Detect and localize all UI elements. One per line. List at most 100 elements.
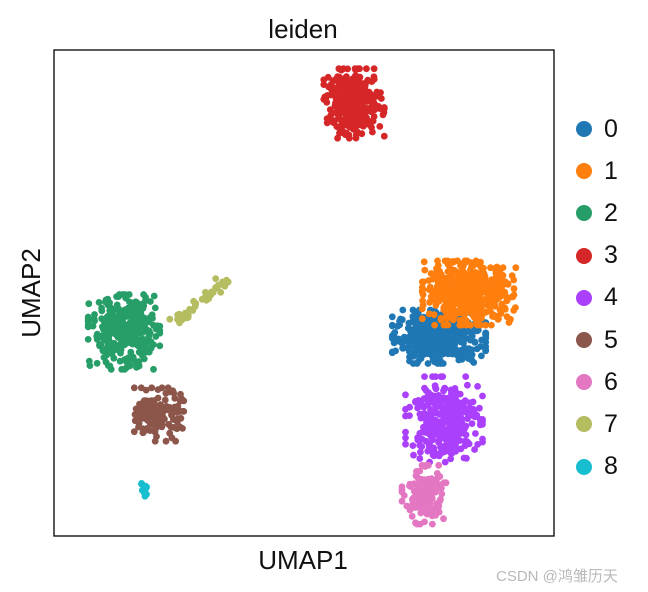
cluster-4-point (421, 414, 428, 422)
cluster-1-point (491, 302, 499, 310)
cluster-6-point (418, 486, 426, 494)
cluster-0-point (437, 338, 445, 346)
legend-marker (576, 332, 592, 349)
legend-item-7: 7 (576, 403, 618, 445)
cluster-7-point (207, 289, 215, 297)
cluster-3-point (342, 107, 350, 115)
cluster-4-point (402, 440, 409, 448)
cluster-4-point (428, 394, 436, 401)
cluster-1-point (488, 321, 495, 329)
legend-label: 5 (604, 325, 618, 354)
cluster-4-point (463, 438, 470, 445)
cluster-0-point (439, 360, 447, 367)
legend-item-8: 8 (576, 446, 618, 488)
cluster-4-point (466, 404, 474, 412)
cluster-1-point (482, 321, 490, 329)
cluster-4-point (471, 446, 478, 453)
cluster-3-point (345, 134, 353, 142)
cluster-2-point (115, 346, 123, 354)
cluster-2-point (84, 315, 92, 323)
cluster-1-point (474, 316, 482, 324)
cluster-2-point (151, 304, 159, 312)
cluster-4-point (406, 403, 413, 411)
cluster-1-point (462, 308, 470, 315)
cluster-0-point (388, 313, 396, 321)
cluster-0-point (409, 306, 417, 314)
cluster-1-point (473, 285, 481, 293)
cluster-2-point (131, 306, 139, 314)
cluster-2-point (98, 333, 106, 341)
legend-marker (576, 458, 592, 475)
cluster-3-point (357, 88, 364, 96)
cluster-0-point (409, 343, 417, 350)
cluster-3-point (363, 91, 371, 99)
legend-marker (576, 205, 592, 222)
cluster-1-point (489, 277, 497, 285)
cluster-1-point (475, 310, 483, 318)
cluster-1-point (472, 257, 480, 265)
cluster-0-point (419, 346, 427, 354)
cluster-1-point (418, 287, 426, 295)
cluster-1-point (498, 272, 506, 280)
cluster-6-point (425, 492, 433, 499)
cluster-1-point (456, 280, 463, 288)
cluster-4-point (474, 383, 481, 390)
cluster-2-point (105, 336, 113, 344)
cluster-2-point (93, 359, 101, 367)
cluster-4-point (447, 455, 455, 463)
cluster-4-point (421, 373, 428, 380)
cluster-4-point (479, 392, 486, 400)
cluster-2-point (150, 292, 158, 300)
cluster-4-point (459, 408, 466, 416)
cluster-3-point (369, 128, 376, 136)
cluster-1-point (464, 302, 472, 310)
legend-label: 2 (604, 198, 618, 227)
cluster-2-point (135, 358, 143, 365)
legend-label: 0 (604, 114, 618, 143)
cluster-5-point (177, 390, 184, 398)
cluster-6-point (438, 484, 445, 492)
cluster-6-point (412, 472, 420, 480)
cluster-4-point (439, 404, 447, 412)
cluster-1-point (434, 257, 441, 265)
cluster-6-point (433, 470, 441, 477)
cluster-0-point (433, 343, 440, 351)
cluster-1-point (461, 270, 469, 278)
cluster-2-point (122, 294, 130, 302)
cluster-1-point (419, 301, 427, 309)
cluster-4-point (429, 436, 436, 444)
cluster-2-point (138, 352, 146, 359)
cluster-0-point (447, 345, 454, 353)
cluster-1-point (451, 300, 458, 308)
cluster-6-point (408, 512, 416, 520)
cluster-4-point (426, 446, 433, 454)
cluster-2-point (84, 336, 92, 343)
cluster-1-point (474, 272, 482, 280)
cluster-2-point (128, 314, 136, 322)
cluster-3-point (356, 103, 364, 111)
y-axis-label: UMAP2 (16, 248, 46, 338)
cluster-4-point (456, 399, 464, 407)
cluster-5-point (161, 396, 169, 404)
cluster-4-point (402, 391, 409, 399)
cluster-1-point (466, 270, 474, 278)
cluster-1-point (482, 308, 490, 316)
cluster-2-point (107, 304, 115, 312)
cluster-0-point (442, 334, 450, 342)
x-axis-label: UMAP1 (258, 545, 348, 575)
cluster-2-point (138, 325, 145, 333)
cluster-4-point (428, 429, 436, 437)
legend-marker (576, 374, 592, 391)
cluster-4-point (432, 402, 440, 410)
cluster-4-point (464, 415, 471, 422)
cluster-1-point (437, 271, 445, 279)
cluster-4-point (468, 420, 476, 427)
cluster-2-point (95, 299, 103, 306)
legend-label: 1 (604, 156, 618, 185)
cluster-3-point (380, 132, 388, 140)
cluster-2-point (102, 323, 109, 330)
cluster-1-point (463, 277, 471, 285)
cluster-1-point (465, 294, 473, 301)
cluster-2-point (129, 332, 137, 340)
cluster-3-point (357, 82, 365, 90)
